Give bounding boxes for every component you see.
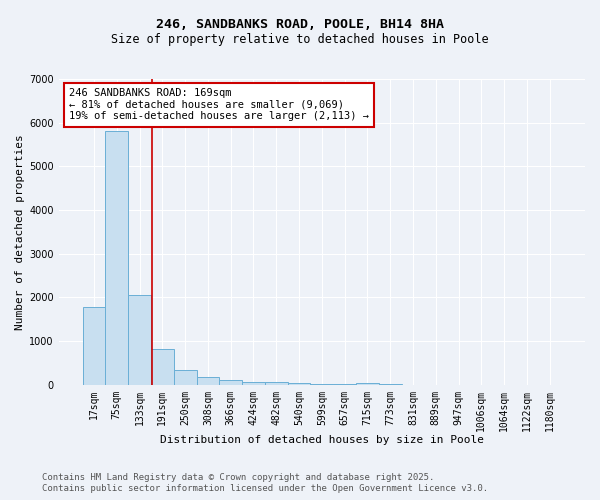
Bar [219,380,242,385]
Bar [83,306,106,385]
Text: 246, SANDBANKS ROAD, POOLE, BH14 8HA: 246, SANDBANKS ROAD, POOLE, BH14 8HA [156,18,444,30]
Bar [197,377,219,385]
Bar [265,382,287,385]
Bar [356,382,379,385]
Bar [242,382,265,385]
X-axis label: Distribution of detached houses by size in Poole: Distribution of detached houses by size … [160,435,484,445]
Bar [174,370,197,385]
Y-axis label: Number of detached properties: Number of detached properties [15,134,25,330]
Bar [128,295,151,385]
Bar [310,384,333,385]
Text: Contains HM Land Registry data © Crown copyright and database right 2025.: Contains HM Land Registry data © Crown c… [42,472,434,482]
Bar [151,349,174,385]
Bar [287,383,310,385]
Bar [333,384,356,385]
Bar [106,132,128,385]
Text: Contains public sector information licensed under the Open Government Licence v3: Contains public sector information licen… [42,484,488,493]
Text: 246 SANDBANKS ROAD: 169sqm
← 81% of detached houses are smaller (9,069)
19% of s: 246 SANDBANKS ROAD: 169sqm ← 81% of deta… [69,88,369,122]
Text: Size of property relative to detached houses in Poole: Size of property relative to detached ho… [111,32,489,46]
